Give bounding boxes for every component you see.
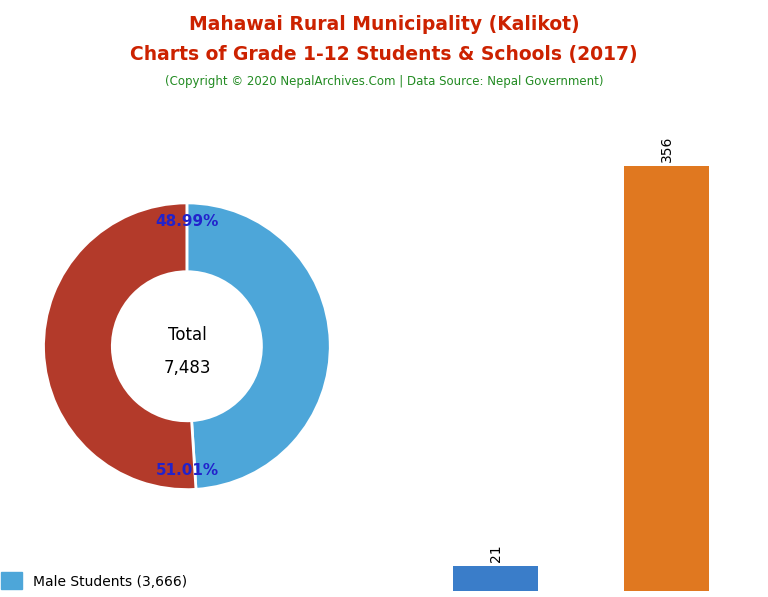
Text: 7,483: 7,483 bbox=[163, 359, 210, 377]
Wedge shape bbox=[187, 203, 330, 490]
Bar bbox=[453, 566, 538, 591]
Text: (Copyright © 2020 NepalArchives.Com | Data Source: Nepal Government): (Copyright © 2020 NepalArchives.Com | Da… bbox=[165, 75, 603, 88]
Wedge shape bbox=[44, 203, 196, 490]
Bar bbox=[624, 166, 709, 591]
Text: 356: 356 bbox=[660, 136, 674, 162]
Text: Total: Total bbox=[167, 326, 207, 344]
Text: Mahawai Rural Municipality (Kalikot): Mahawai Rural Municipality (Kalikot) bbox=[189, 15, 579, 34]
Text: Charts of Grade 1-12 Students & Schools (2017): Charts of Grade 1-12 Students & Schools … bbox=[131, 45, 637, 64]
Text: 51.01%: 51.01% bbox=[155, 463, 218, 478]
Text: 48.99%: 48.99% bbox=[155, 214, 219, 229]
Text: 21: 21 bbox=[488, 544, 503, 562]
Legend: Male Students (3,666), Female Students (3,817): Male Students (3,666), Female Students (… bbox=[0, 568, 208, 597]
